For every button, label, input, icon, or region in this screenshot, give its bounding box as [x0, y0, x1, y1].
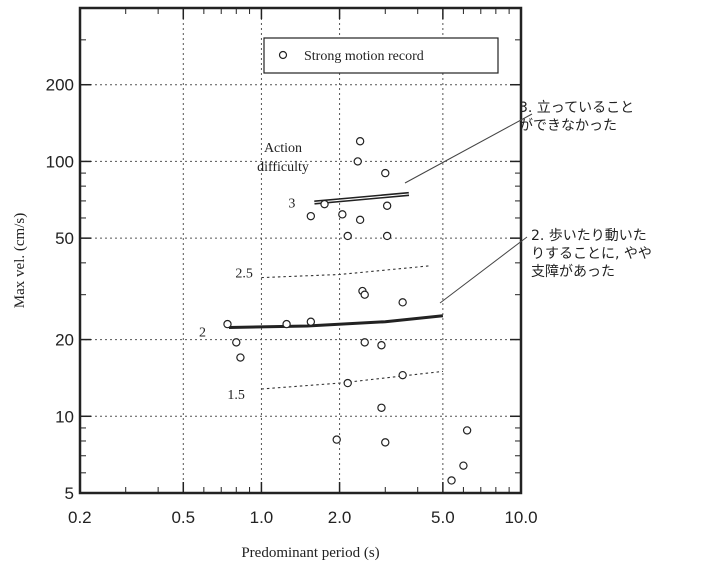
data-point [320, 199, 329, 209]
curve-label: 2.5 [235, 267, 253, 282]
grid [80, 8, 521, 493]
x-axis: 0.2 0.5 1.0 2.0 5.0 10.0 [68, 8, 538, 527]
data-point [360, 290, 369, 299]
data-point [382, 231, 392, 241]
annotation-text: 3. 立っていること [519, 100, 634, 116]
data-point [282, 319, 291, 329]
y-tick-label: 50 [55, 229, 74, 248]
action-difficulty-line: Action [264, 141, 302, 156]
data-point [398, 298, 407, 307]
data-point [343, 231, 352, 241]
annotation-leader-line [439, 236, 528, 304]
data-point [462, 426, 472, 435]
data-point [236, 353, 245, 362]
annotation-leader-line [404, 113, 533, 184]
annotation-text: 支障があった [531, 264, 615, 280]
y-tick-label: 20 [55, 331, 74, 350]
x-tick-label: 1.0 [250, 508, 274, 527]
annotation-level-3: 3. 立っていること ができなかった [404, 100, 634, 184]
data-point [382, 201, 392, 210]
data-point [447, 476, 456, 485]
y-tick-label: 100 [46, 152, 74, 171]
data-points [223, 137, 472, 485]
x-axis-title: Predominant period (s) [241, 545, 379, 561]
curve-level-1.5 [261, 370, 443, 390]
y-axis: 5 10 20 50 100 200 [46, 39, 521, 503]
legend: Strong motion record [263, 37, 499, 74]
legend-label: Strong motion record [304, 49, 424, 64]
data-point [338, 210, 347, 219]
data-point [223, 319, 232, 329]
x-tick-label: 5.0 [431, 508, 455, 527]
data-point [355, 215, 365, 225]
data-point [306, 211, 316, 221]
y-tick-label: 5 [65, 484, 74, 503]
data-point [377, 403, 386, 412]
y-tick-label: 200 [46, 76, 74, 95]
annotation-text: 2. 歩いたり動いた [531, 228, 647, 244]
x-tick-label: 2.0 [328, 508, 352, 527]
y-tick-label: 10 [55, 407, 74, 426]
x-tick-label: 10.0 [504, 508, 537, 527]
data-point [353, 157, 362, 166]
action-difficulty-line: difficulty [257, 160, 309, 175]
data-point [381, 168, 390, 178]
curve-level-2.5 [261, 265, 432, 279]
curve-label: 1.5 [227, 388, 245, 403]
curve-label: 3 [288, 197, 295, 212]
annotation-level-2: 2. 歩いたり動いた りすることに, やや 支障があった [439, 228, 652, 304]
data-point [377, 341, 386, 350]
annotation-text: りすることに, やや [531, 246, 652, 262]
data-point [459, 461, 468, 470]
curve-level-2 [228, 314, 444, 329]
annotation-text: ができなかった [519, 118, 617, 134]
data-point [343, 378, 352, 388]
data-point [398, 370, 407, 380]
data-point [232, 338, 241, 347]
data-point [306, 317, 316, 326]
legend-marker [278, 50, 288, 60]
curve-level-3-inner [314, 193, 409, 204]
y-axis-title: Max vel. (cm/s) [12, 213, 28, 308]
difficulty-curves: 3 2.5 2 1.5 [199, 191, 444, 403]
plot-frame [78, 6, 523, 495]
data-point [381, 438, 390, 447]
data-point [360, 338, 369, 347]
action-difficulty-label: Action difficulty [257, 141, 309, 175]
legend-box [263, 37, 499, 74]
x-tick-label: 0.2 [68, 508, 92, 527]
x-tick-label: 0.5 [171, 508, 195, 527]
curve-label: 2 [199, 326, 206, 341]
data-point [355, 137, 365, 146]
data-point [332, 435, 341, 444]
